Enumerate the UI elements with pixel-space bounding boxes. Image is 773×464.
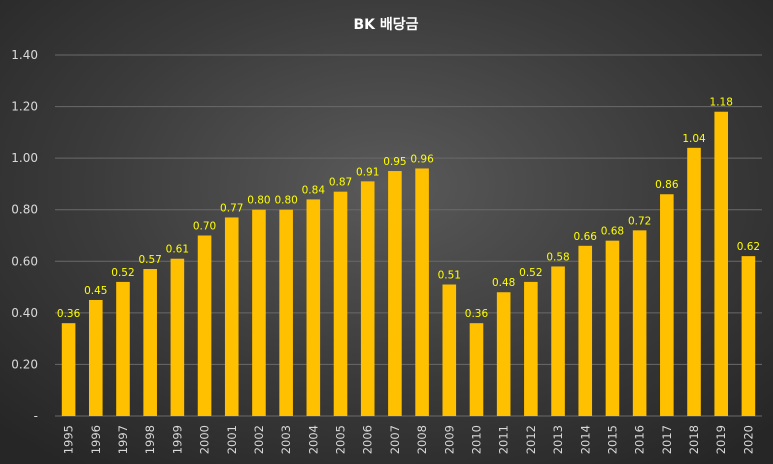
data-label: 0.66	[574, 231, 598, 243]
x-tick-label: 2012	[524, 425, 538, 454]
y-tick-label: 1.40	[11, 48, 38, 62]
x-tick-label: 1999	[170, 425, 184, 454]
x-tick-label: 2005	[334, 425, 348, 454]
data-label: 0.51	[438, 269, 461, 281]
bar	[551, 266, 565, 416]
data-label: 0.58	[546, 251, 569, 263]
y-tick-label: 0.40	[11, 306, 38, 320]
data-label: 0.36	[465, 308, 489, 320]
bar	[306, 199, 321, 416]
data-labels: 0.360.450.520.570.610.700.770.80 0.800.84…	[57, 97, 760, 320]
bar	[388, 171, 402, 416]
data-label: 0.95	[383, 156, 406, 168]
bar	[714, 111, 729, 416]
data-label: 1.04	[682, 133, 706, 145]
bar	[496, 292, 511, 416]
x-tick-label: 2009	[442, 425, 456, 454]
data-label: 0.72	[628, 215, 651, 227]
y-tick-label: 1.20	[11, 100, 38, 114]
x-tick-label: 2001	[225, 425, 239, 454]
x-tick-label: 2018	[687, 425, 701, 454]
x-tick-label: 1995	[62, 425, 76, 454]
data-label: 0.86	[655, 179, 679, 191]
y-tick-label: 0.20	[11, 357, 38, 371]
data-label: 0.52	[519, 267, 542, 279]
data-label: 1.18	[710, 97, 733, 109]
bar	[660, 194, 674, 416]
x-tick-label: 2016	[633, 425, 647, 454]
x-tick-label: 1997	[116, 425, 130, 454]
data-label: 0.52	[111, 267, 134, 279]
x-tick-label: 2000	[198, 425, 212, 454]
data-label: 0.36	[57, 308, 81, 320]
data-label: 0.84	[302, 184, 326, 196]
bar	[360, 181, 375, 416]
bar	[469, 323, 484, 416]
data-label: 0.80	[247, 195, 270, 207]
chart-title: BK 배당금	[353, 16, 418, 33]
x-tick-label: 2006	[361, 425, 375, 454]
bar	[279, 209, 293, 416]
bar	[143, 269, 157, 416]
data-label: 0.45	[84, 285, 107, 297]
data-label: 0.57	[138, 254, 161, 266]
x-tick-label: 2010	[469, 425, 483, 454]
data-label: 0.70	[193, 221, 216, 233]
bar	[116, 281, 130, 416]
bar	[197, 235, 212, 416]
gridlines	[55, 54, 762, 417]
x-tick-label: 2013	[551, 425, 565, 454]
x-tick-label: 2002	[252, 425, 266, 454]
x-tick-label: 2014	[578, 425, 592, 454]
bar	[224, 217, 239, 416]
x-tick-label: 2003	[279, 425, 293, 454]
y-tick-label: 0.80	[11, 203, 38, 217]
bar	[252, 209, 266, 416]
data-label: 0.96	[410, 153, 434, 165]
data-label: 0.62	[737, 241, 760, 253]
x-tick-label: 2008	[415, 425, 429, 454]
data-label: 0.80	[274, 195, 297, 207]
bar	[632, 230, 647, 416]
x-tick-label: 1998	[143, 425, 157, 454]
y-axis-ticks: - 0.20 0.40 0.60 0.80 1.00 1.20 1.40	[11, 48, 38, 423]
bar	[415, 168, 429, 416]
data-label: 0.87	[329, 177, 352, 189]
x-axis-ticks: 1995 1996 1997 1998 1999 2000 2001 2002 2003 2004…	[62, 425, 756, 454]
x-tick-label: 2019	[714, 425, 728, 454]
bar	[687, 147, 701, 417]
x-tick-label: 2017	[660, 425, 674, 454]
bar	[333, 191, 348, 416]
data-label: 0.61	[166, 244, 189, 256]
x-tick-label: 2007	[388, 425, 402, 454]
x-tick-label: 1996	[89, 425, 103, 454]
bar	[442, 284, 457, 416]
bar	[170, 258, 185, 416]
x-tick-label: 2004	[306, 425, 320, 454]
data-label: 0.77	[220, 202, 243, 214]
bars	[61, 111, 756, 417]
bar	[61, 323, 76, 416]
bar	[578, 245, 593, 416]
data-label: 0.91	[356, 166, 379, 178]
data-label: 0.68	[601, 226, 624, 238]
bar	[741, 256, 756, 416]
y-tick-label: 0.60	[11, 254, 38, 268]
y-tick-label: 1.00	[11, 151, 38, 165]
bar	[524, 281, 538, 416]
y-tick-label: -	[34, 409, 38, 423]
bar	[605, 240, 620, 416]
bar	[88, 299, 103, 416]
data-label: 0.48	[492, 277, 515, 289]
x-tick-label: 2015	[605, 425, 619, 454]
x-tick-label: 2011	[497, 425, 511, 454]
x-tick-label: 2020	[741, 425, 755, 454]
